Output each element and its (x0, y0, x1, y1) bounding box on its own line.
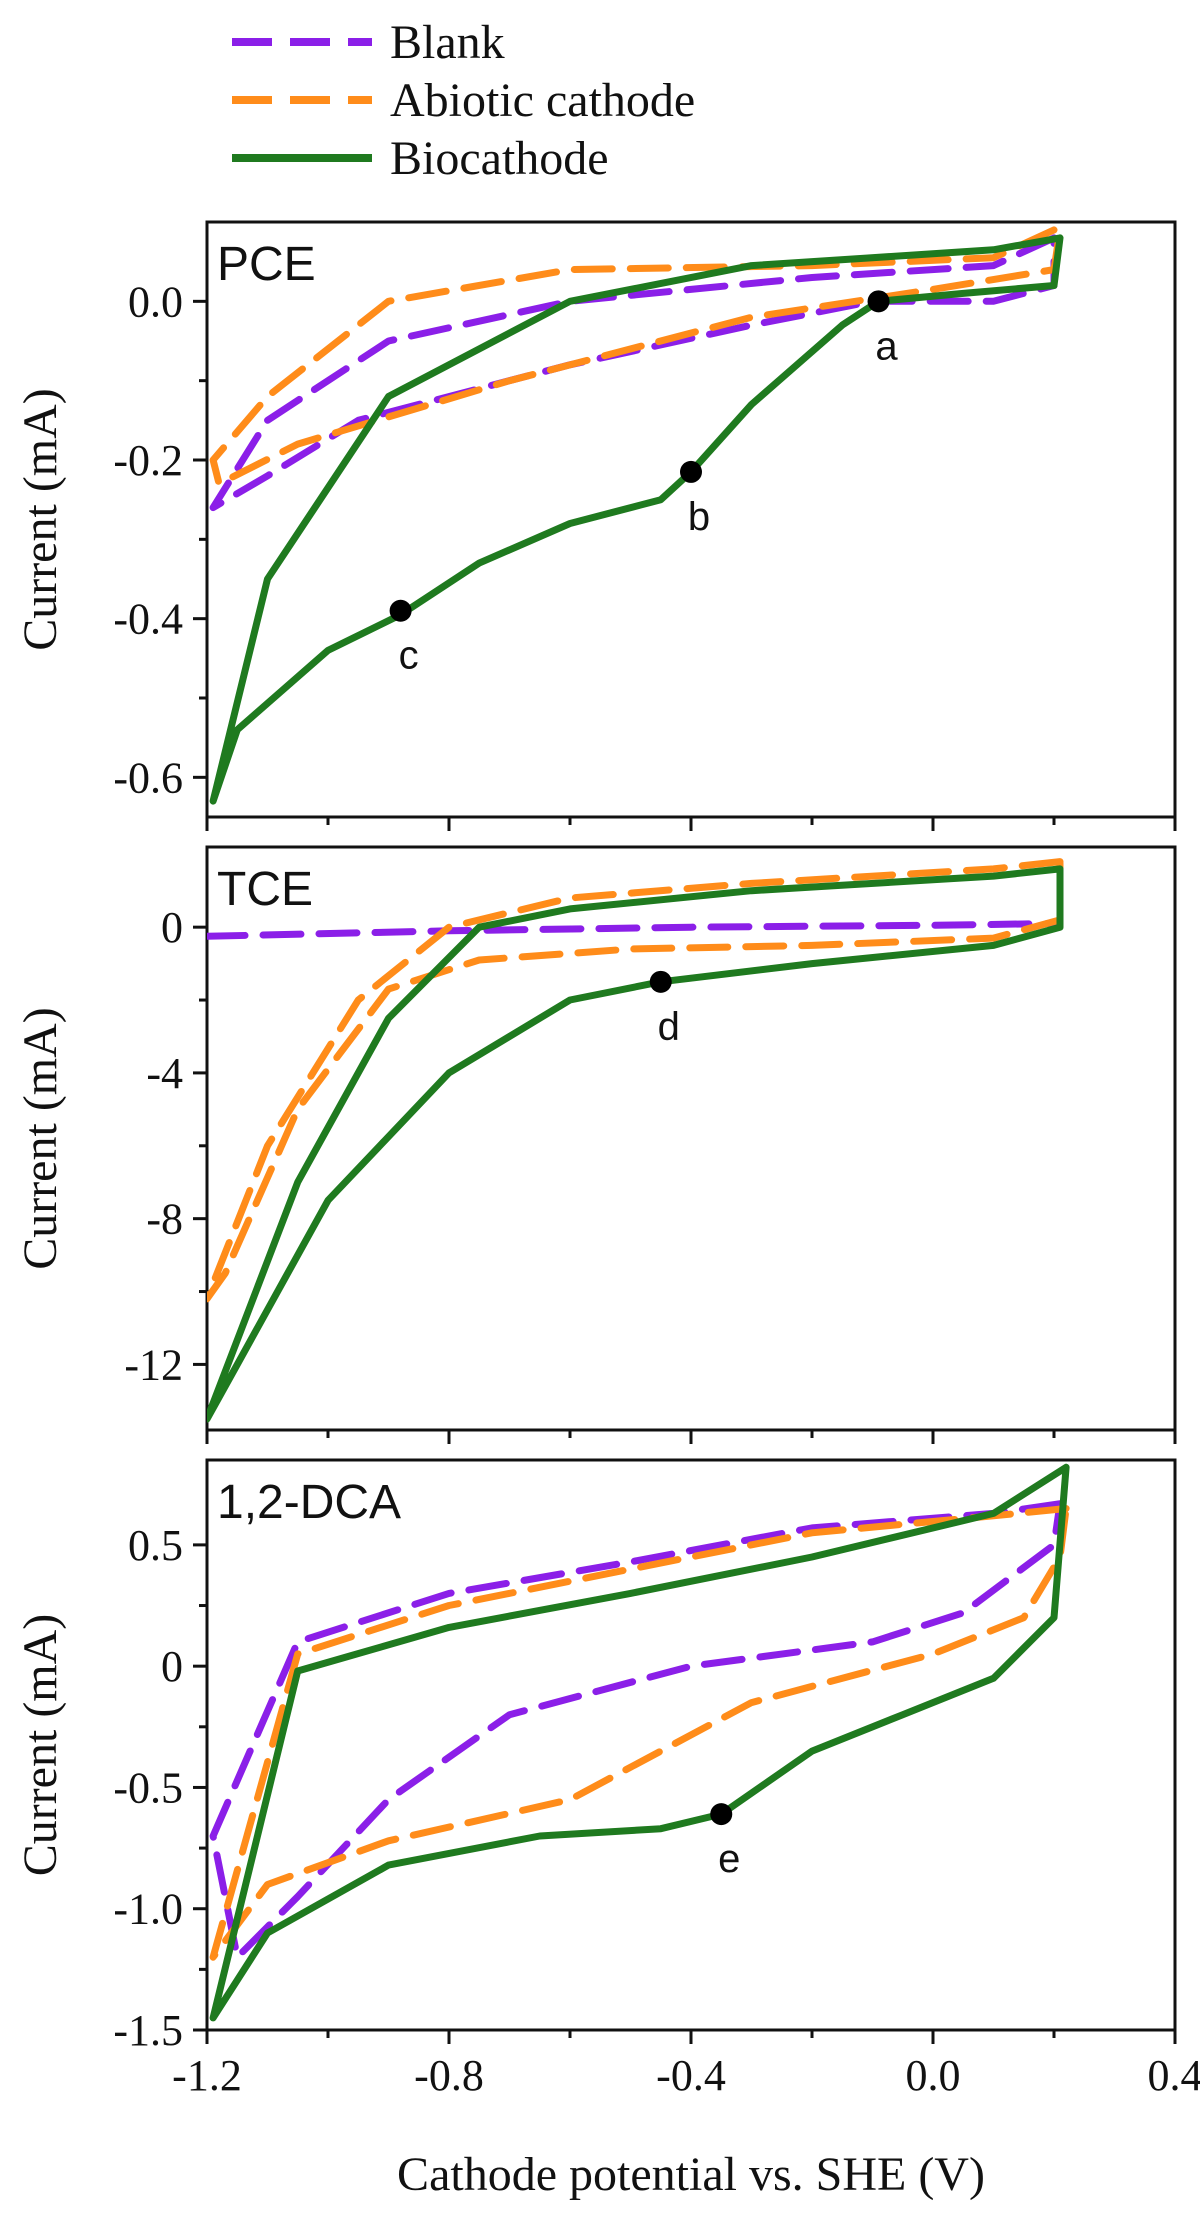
annotation-marker (389, 599, 412, 622)
y-tick-label: -0.2 (113, 436, 183, 485)
y-tick-label: 0.5 (128, 1521, 183, 1570)
x-tick-label: -0.4 (656, 2051, 726, 2100)
annotation-marker (680, 460, 702, 483)
x-axis-label: Cathode potential vs. SHE (V) (397, 2148, 985, 2201)
y-tick-label: -8 (146, 1195, 183, 1244)
series-group (207, 858, 1064, 1423)
y-axis-label: Current (mA) (14, 1007, 67, 1270)
panels: 0.0 -0.2 -0.4 -0.6 Current (mA) a b c PCE 0 -4 -8 -1… (14, 220, 1200, 2100)
legend-item: Biocathode (232, 132, 609, 185)
series-biocathode (209, 1463, 1070, 2022)
annotation-label: b (688, 495, 710, 539)
panel-title: PCE (217, 238, 316, 291)
panel-3: 0.5 0 -0.5 -1.0 -1.5-1.2 -0.8 -0.4 0.0 0.4 Curren… (14, 1458, 1200, 2100)
x-tick-label: 0.4 (1148, 2051, 1200, 2100)
legend-item: Blank (232, 16, 505, 69)
y-tick-label: -0.4 (113, 595, 183, 644)
y-tick-label: -1.5 (113, 2006, 183, 2055)
annotation-marker (867, 290, 890, 313)
x-tick-label: -0.8 (414, 2051, 484, 2100)
legend-label: Abiotic cathode (390, 74, 695, 127)
y-axis-label: Current (mA) (14, 388, 67, 651)
y-tick-label: -0.6 (113, 753, 183, 802)
annotation-label: c (399, 634, 419, 678)
panel-title: TCE (217, 863, 313, 916)
x-tick-label: 0.0 (906, 2051, 961, 2100)
panel-2: 0 -4 -8 -12 Current (mA) d TCE (14, 845, 1177, 1444)
series-group (209, 226, 1064, 805)
series-abiotic-cathode (207, 858, 1064, 1303)
panel-title: 1,2-DCA (217, 1476, 401, 1529)
series-blank (209, 1500, 1064, 1961)
y-axis-label: Current (mA) (14, 1614, 67, 1877)
series-blank (209, 234, 1058, 512)
y-tick-label: 0 (161, 903, 183, 952)
y-tick-label: 0.0 (128, 277, 183, 326)
y-tick-label: 0 (161, 1642, 183, 1691)
y-tick-label: -12 (124, 1340, 183, 1389)
panel-1: 0.0 -0.2 -0.4 -0.6 Current (mA) a b c PCE (14, 220, 1177, 831)
series-biocathode (207, 865, 1064, 1423)
y-tick-label: -0.5 (113, 1763, 183, 1812)
plot-frame (205, 1458, 1177, 2032)
legend-item: Abiotic cathode (232, 74, 695, 127)
series-abiotic-cathode (209, 1505, 1070, 1961)
series-group (209, 1463, 1070, 2022)
annotation-label: e (718, 1837, 740, 1881)
legend-label: Biocathode (390, 132, 609, 185)
series-biocathode (209, 234, 1064, 805)
annotation-marker (710, 1803, 733, 1826)
annotation-marker (649, 970, 672, 993)
annotation-label: d (658, 1005, 680, 1049)
annotation-label: a (875, 324, 898, 368)
y-tick-label: -1.0 (113, 1885, 183, 1934)
legend-label: Blank (390, 16, 505, 69)
y-tick-label: -4 (146, 1049, 183, 1098)
x-tick-label: -1.2 (172, 2051, 242, 2100)
series-blank (207, 920, 1058, 940)
